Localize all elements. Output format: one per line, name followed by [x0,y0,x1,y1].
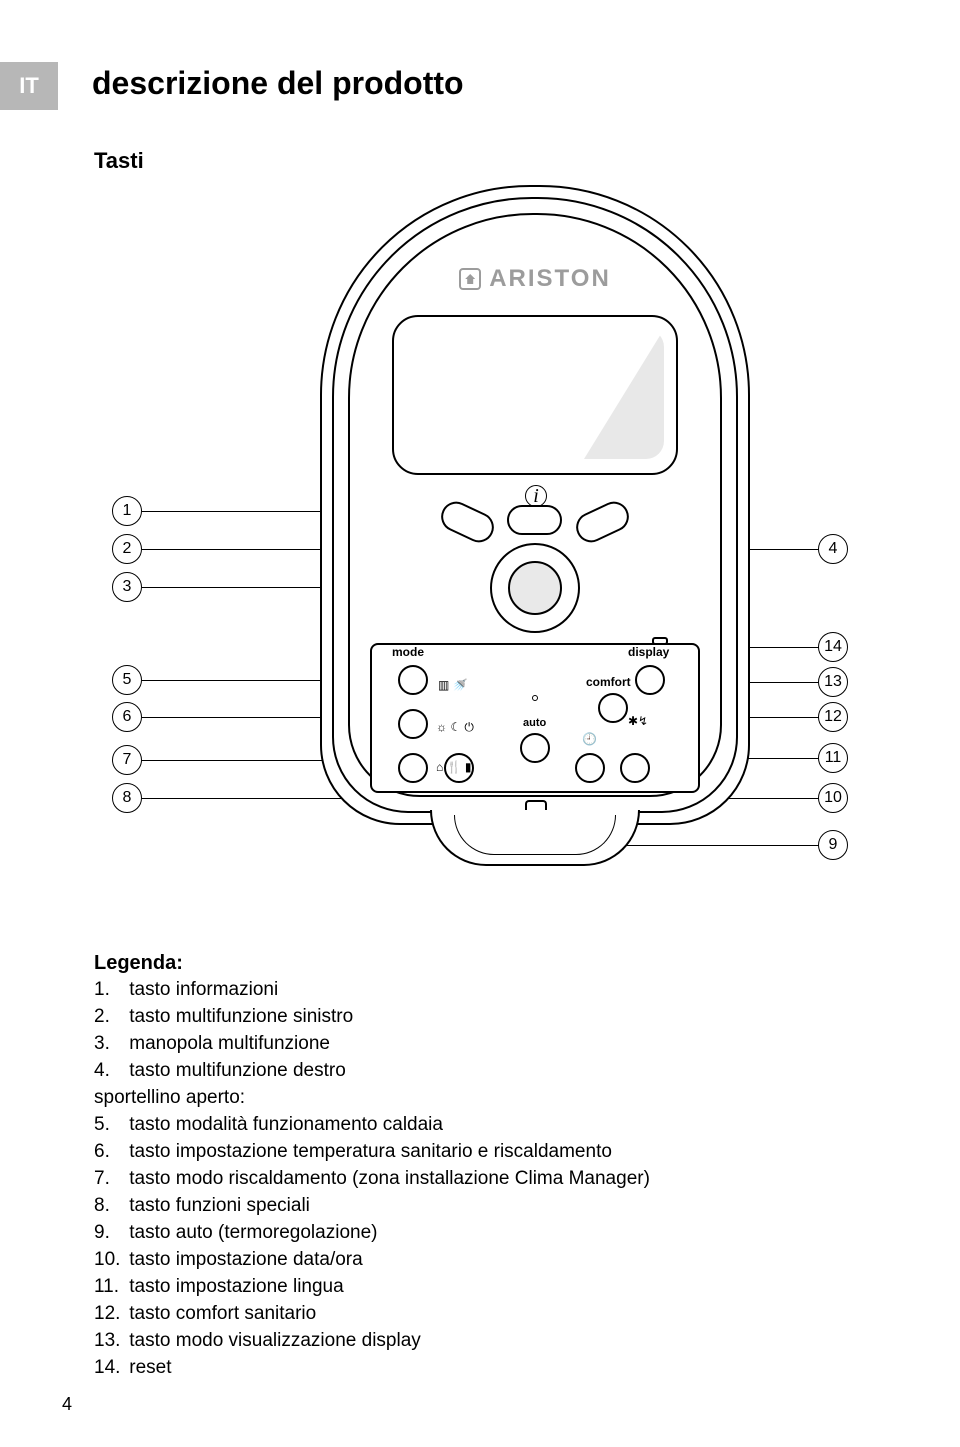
legend-item: sportellino aperto: [94,1085,874,1112]
clock-icon: 🕘 [582,733,597,745]
callout-10: 10 [818,783,848,813]
legend: Legenda: 1. tasto informazioni 2. tasto … [94,952,874,1382]
legend-item: 14. reset [94,1355,874,1382]
legend-item: 12. tasto comfort sanitario [94,1301,874,1328]
heating-zone-button [398,753,428,783]
home-special-icon: ⌂ 🍴 ▮ [436,761,471,773]
lcd-screen [392,315,678,475]
language-tab: IT [0,62,58,110]
legend-item: 1. tasto informazioni [94,977,874,1004]
legend-item: 3. manopola multifunzione [94,1031,874,1058]
legend-title: Legenda: [94,952,874,975]
legend-item: 8. tasto funzioni speciali [94,1193,874,1220]
datetime-button [575,753,605,783]
callout-6: 6 [112,702,142,732]
label-comfort: comfort [586,675,631,689]
callout-7: 7 [112,745,142,775]
callout-13: 13 [818,667,848,697]
sun-moon-power-icon: ☼ ☾ ⏻ [436,721,474,733]
reset-button [652,637,668,645]
legend-item: 4. tasto multifunzione destro [94,1058,874,1085]
callout-12: 12 [818,702,848,732]
flip-cover-inner [454,815,616,855]
callout-2: 2 [112,534,142,564]
legend-item: 13. tasto modo visualizzazione display [94,1328,874,1355]
callout-14: 14 [818,632,848,662]
callout-1: 1 [112,496,142,526]
page-title: descrizione del prodotto [92,65,464,102]
legend-item: 6. tasto impostazione temperatura sanita… [94,1139,874,1166]
callout-5: 5 [112,665,142,695]
status-led-icon [532,695,538,701]
callout-11: 11 [818,743,848,773]
device-body: ARISTON i mode display comfort auto ▥ 🚿 … [320,185,750,865]
callout-4: 4 [818,534,848,564]
radiator-tap-icon: ▥ 🚿 [438,679,468,691]
legend-item: 2. tasto multifunzione sinistro [94,1004,874,1031]
legend-item: 5. tasto modalità funzionamento caldaia [94,1112,874,1139]
label-mode: mode [392,645,424,659]
callout-9: 9 [818,830,848,860]
brand-text: ARISTON [489,265,611,293]
info-button [507,505,562,535]
display-mode-button [635,665,665,695]
comfort-button [598,693,628,723]
auto-button [520,733,550,763]
section-subtitle: Tasti [94,148,144,174]
callout-8: 8 [112,783,142,813]
callout-3: 3 [112,572,142,602]
rotary-knob-inner [508,561,562,615]
fan-icon: ✱↯ [628,715,648,727]
legend-list: 1. tasto informazioni 2. tasto multifunz… [94,977,874,1382]
language-button [620,753,650,783]
legend-item: 10. tasto impostazione data/ora [94,1247,874,1274]
info-icon: i [525,485,547,507]
legend-item: 7. tasto modo riscaldamento (zona instal… [94,1166,874,1193]
legend-item: 11. tasto impostazione lingua [94,1274,874,1301]
label-display: display [628,645,669,659]
brand-logo: ARISTON [320,265,750,293]
product-diagram: ARISTON i mode display comfort auto ▥ 🚿 … [70,185,890,935]
page-number: 4 [62,1394,72,1415]
brand-house-icon [459,268,481,290]
label-auto: auto [523,717,546,729]
mode-button [398,665,428,695]
legend-item: 9. tasto auto (termoregolazione) [94,1220,874,1247]
temperature-button [398,709,428,739]
